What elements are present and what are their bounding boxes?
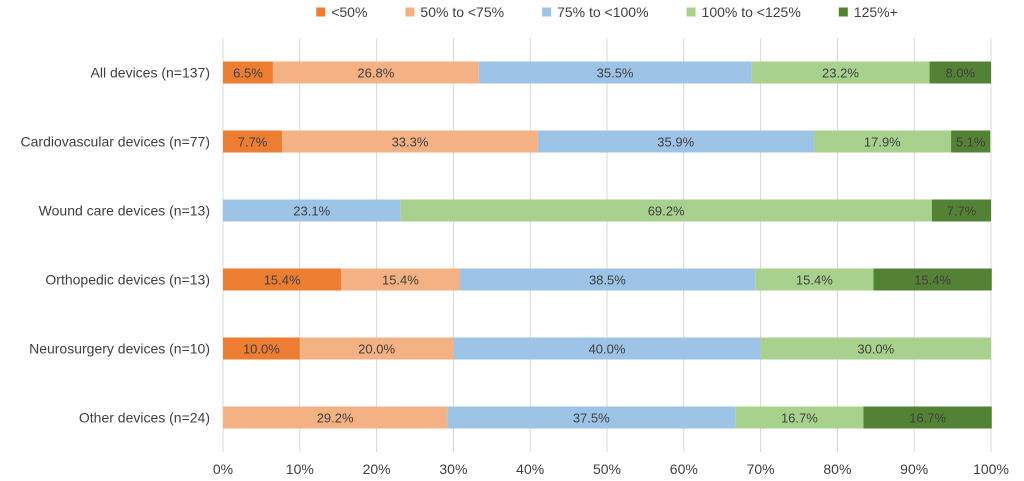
x-tick-label: 30% (439, 461, 467, 477)
bar-segment-75-to-100 (223, 199, 401, 222)
legend-label: 125%+ (854, 4, 898, 20)
data-label: 40.0% (589, 342, 626, 357)
category-label: Wound care devices (n=13) (39, 203, 210, 219)
data-label: 10.0% (243, 342, 280, 357)
bar-segment-125 (873, 268, 992, 291)
x-tick-label: 20% (363, 461, 391, 477)
x-tick-label: 90% (900, 461, 928, 477)
data-label: 5.1% (956, 135, 986, 150)
data-label: 26.8% (357, 66, 394, 81)
x-tick-label: 40% (516, 461, 544, 477)
data-label: 15.4% (382, 273, 419, 288)
data-label: 30.0% (857, 342, 894, 357)
data-label: 35.9% (657, 135, 694, 150)
bar-segment-50 (223, 268, 342, 291)
bar-segment-75-to-100 (447, 406, 736, 429)
bar-segment-50 (223, 130, 283, 153)
legend-label: 75% to <100% (557, 4, 648, 20)
data-label: 23.2% (822, 66, 859, 81)
legend-label: 100% to <125% (702, 4, 801, 20)
bar-segment-100-to-125 (813, 130, 952, 153)
data-label: 33.3% (392, 135, 429, 150)
bar-segment-100-to-125 (400, 199, 932, 222)
x-tick-label: 50% (593, 461, 621, 477)
x-tick-label: 80% (823, 461, 851, 477)
data-label: 29.2% (317, 411, 354, 426)
category-label: Orthopedic devices (n=13) (45, 272, 210, 288)
bar-segment-50-to-75 (341, 268, 460, 291)
bar-segment-50-to-75 (272, 61, 479, 84)
data-label: 15.4% (264, 273, 301, 288)
bar-segment-75-to-100 (459, 268, 756, 291)
data-label: 20.0% (358, 342, 395, 357)
x-tick-label: 10% (286, 461, 314, 477)
gridlines (222, 38, 992, 452)
bar-segment-100-to-125 (755, 268, 874, 291)
bar-segment-50 (223, 337, 300, 360)
bar-segment-50-to-75 (299, 337, 454, 360)
bar-segment-50 (223, 61, 273, 84)
category-label: All devices (n=137) (91, 65, 210, 81)
bars: 6.5% 26.8% 35.5% 23.2% 8.0% 7.7% 33.3% 35.9% 17.… (223, 61, 992, 429)
bar-segment-75-to-100 (478, 61, 752, 84)
bar-segment-125 (931, 199, 991, 222)
data-label: 23.1% (293, 204, 330, 219)
bar-segment-75-to-100 (453, 337, 761, 360)
category-label: Other devices (n=24) (79, 410, 210, 426)
bar-segment-75-to-100 (537, 130, 814, 153)
category-label: Neurosurgery devices (n=10) (29, 341, 210, 357)
x-tick-label: 70% (747, 461, 775, 477)
data-label: 15.4% (914, 273, 951, 288)
bar-segment-125 (929, 61, 991, 84)
data-label: 8.0% (945, 66, 975, 81)
bar-segment-100-to-125 (760, 337, 991, 360)
legend-swatch (316, 7, 326, 17)
data-label: 69.2% (648, 204, 685, 219)
bar-segment-100-to-125 (735, 406, 864, 429)
data-label: 37.5% (573, 411, 610, 426)
x-tick-label: 60% (670, 461, 698, 477)
data-label: 16.7% (909, 411, 946, 426)
x-tick-label: 100% (973, 461, 1009, 477)
legend: <50% 50% to <75% 75% to <100% 100% to <125%… (316, 4, 898, 20)
data-label: 35.5% (597, 66, 634, 81)
category-label: Cardiovascular devices (n=77) (21, 134, 210, 150)
category-labels: All devices (n=137) Cardiovascular device… (21, 65, 210, 426)
data-label: 17.9% (864, 135, 901, 150)
data-label: 7.7% (947, 204, 977, 219)
x-tick-label: 0% (213, 461, 233, 477)
data-label: 15.4% (796, 273, 833, 288)
bar-segment-125 (863, 406, 992, 429)
legend-label: <50% (331, 4, 367, 20)
data-label: 16.7% (781, 411, 818, 426)
x-tick-labels: 0% 10% 20% 30% 40% 50% 60% 70% 80% 90% 100% (213, 461, 1009, 477)
bar-segment-50-to-75 (223, 406, 448, 429)
legend-swatch (686, 7, 696, 17)
legend-swatch (542, 7, 552, 17)
legend-swatch (838, 7, 848, 17)
bar-segment-125 (951, 130, 991, 153)
data-label: 38.5% (589, 273, 626, 288)
data-label: 7.7% (238, 135, 268, 150)
bar-segment-50-to-75 (282, 130, 538, 153)
data-label: 6.5% (233, 66, 263, 81)
legend-swatch (405, 7, 415, 17)
legend-label: 50% to <75% (420, 4, 504, 20)
bar-segment-100-to-125 (751, 61, 930, 84)
